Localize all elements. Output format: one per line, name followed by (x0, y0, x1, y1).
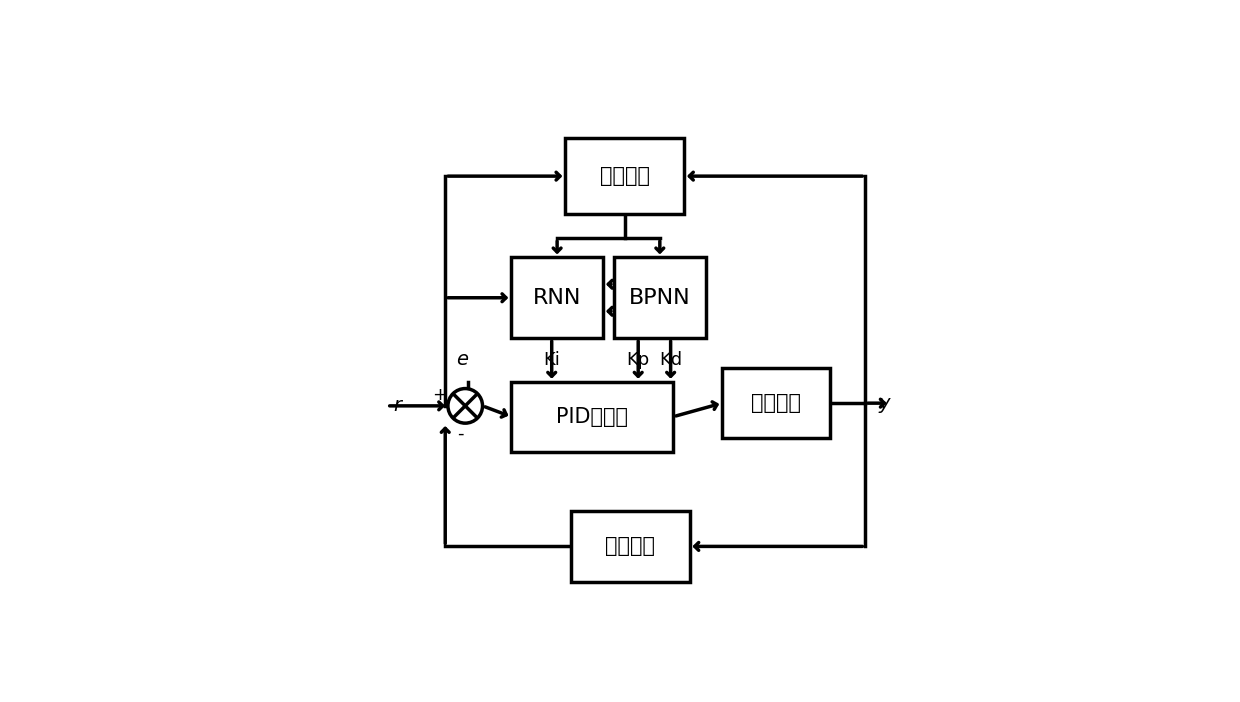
Bar (565, 138, 684, 214)
Text: -: - (456, 425, 464, 443)
Text: y: y (878, 394, 890, 413)
Text: e: e (456, 350, 469, 369)
Text: PID控制器: PID控制器 (557, 406, 629, 427)
Text: 检测变送: 检测变送 (605, 536, 655, 557)
Text: Kd: Kd (660, 351, 682, 369)
Text: +: + (433, 387, 448, 404)
Bar (511, 257, 603, 338)
Text: Ki: Ki (543, 351, 560, 369)
Circle shape (448, 389, 482, 423)
Text: BPNN: BPNN (629, 288, 691, 307)
Text: r: r (393, 397, 402, 416)
Text: 被控对象: 被控对象 (751, 393, 801, 413)
Bar (511, 382, 673, 452)
Text: 学习算法: 学习算法 (600, 166, 650, 186)
Text: RNN: RNN (533, 288, 582, 307)
Text: Kp: Kp (626, 351, 650, 369)
Bar (722, 368, 830, 438)
Bar (570, 511, 689, 581)
Bar (614, 257, 706, 338)
